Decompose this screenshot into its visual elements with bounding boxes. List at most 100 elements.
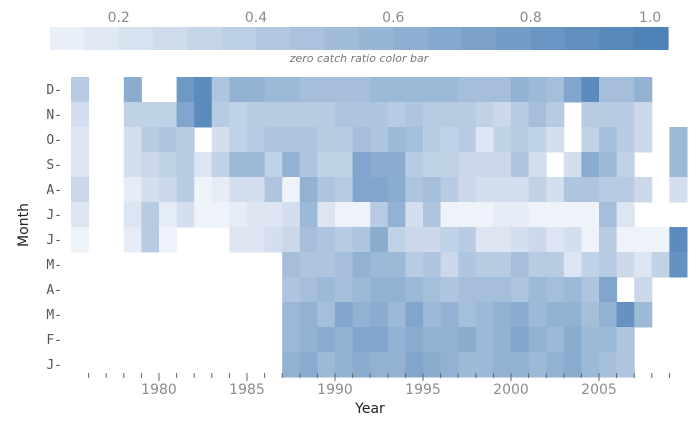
heatmap-cell — [511, 102, 530, 128]
heatmap-cell — [475, 252, 494, 278]
heatmap-cell — [423, 252, 442, 278]
heatmap-cell — [299, 127, 318, 153]
heatmap-cell — [352, 102, 371, 128]
heatmap-cell — [352, 227, 371, 253]
heatmap-cell — [71, 127, 90, 153]
heatmap-cell — [194, 102, 213, 128]
month-label: A- — [46, 283, 62, 298]
heatmap-cell — [123, 202, 142, 228]
heatmap-cell — [528, 277, 547, 303]
heatmap-cell — [317, 152, 336, 178]
heatmap-cell — [669, 177, 688, 203]
heatmap-cell — [247, 152, 266, 178]
heatmap-cell — [282, 277, 301, 303]
heatmap-cell — [581, 252, 600, 278]
heatmap-cell — [335, 152, 354, 178]
heatmap-cell — [423, 277, 442, 303]
heatmap-cell — [211, 202, 230, 228]
heatmap-cell — [423, 127, 442, 153]
heatmap-cell — [405, 202, 424, 228]
heatmap-cell — [405, 352, 424, 378]
heatmap-cell — [387, 277, 406, 303]
heatmap-cell — [616, 202, 635, 228]
heatmap-cell — [335, 127, 354, 153]
heatmap-cell — [229, 177, 248, 203]
heatmap-cell — [616, 302, 635, 328]
colorbar-swatch — [290, 27, 326, 50]
heatmap-cell — [493, 277, 512, 303]
heatmap-cell — [141, 152, 160, 178]
heatmap-cell — [528, 152, 547, 178]
heatmap-cell — [282, 227, 301, 253]
heatmap-cell — [669, 252, 688, 278]
heatmap-cell — [229, 77, 248, 103]
heatmap-cell — [317, 177, 336, 203]
heatmap-cell — [71, 177, 90, 203]
colorbar-tick-label: 0.4 — [245, 10, 267, 26]
heatmap-cell — [370, 77, 389, 103]
heatmap-cell — [387, 352, 406, 378]
heatmap-cell — [616, 252, 635, 278]
heatmap-cell — [458, 77, 477, 103]
heatmap-cell — [141, 177, 160, 203]
heatmap-cell — [159, 177, 178, 203]
heatmap-cell — [405, 302, 424, 328]
heatmap-cell — [264, 127, 283, 153]
heatmap-cell — [123, 177, 142, 203]
month-label: J- — [46, 358, 62, 373]
heatmap-cell — [176, 102, 195, 128]
heatmap-cell — [599, 352, 618, 378]
heatmap-cell — [264, 102, 283, 128]
month-label: N- — [46, 108, 62, 123]
heatmap-cell — [141, 102, 160, 128]
heatmap-cell — [599, 77, 618, 103]
heatmap-cell — [493, 77, 512, 103]
heatmap-cell — [634, 177, 653, 203]
heatmap-cell — [563, 302, 582, 328]
heatmap-cell — [247, 177, 266, 203]
heatmap-cell — [511, 227, 530, 253]
heatmap-cell — [458, 102, 477, 128]
heatmap-cell — [387, 252, 406, 278]
heatmap-cell — [528, 102, 547, 128]
heatmap-cell — [493, 252, 512, 278]
heatmap-cell — [493, 227, 512, 253]
heatmap-cell — [229, 202, 248, 228]
heatmap-cell — [159, 227, 178, 253]
heatmap-cell — [335, 352, 354, 378]
colorbar-swatch — [118, 27, 154, 50]
colorbar-tick-label: 0.8 — [520, 10, 542, 26]
heatmap-cell — [458, 177, 477, 203]
heatmap-cell — [528, 302, 547, 328]
heatmap-cell — [211, 152, 230, 178]
heatmap-cell — [299, 302, 318, 328]
heatmap-cell — [387, 327, 406, 353]
colorbar-swatch — [530, 27, 566, 50]
heatmap-cell — [546, 327, 565, 353]
heatmap-cell — [335, 252, 354, 278]
colorbar-tick-labels: 0.2 0.4 0.6 0.8 1.0 — [108, 10, 662, 26]
colorbar-swatch — [393, 27, 429, 50]
heatmap-cell — [229, 127, 248, 153]
heatmap-cell — [581, 352, 600, 378]
heatmap-cell — [335, 327, 354, 353]
month-label: M- — [46, 308, 62, 323]
heatmap-cell — [458, 252, 477, 278]
heatmap-cell — [335, 102, 354, 128]
heatmap-cell — [493, 327, 512, 353]
heatmap-cell — [370, 327, 389, 353]
heatmap-cell — [229, 227, 248, 253]
heatmap-cell — [458, 152, 477, 178]
heatmap-cell — [370, 177, 389, 203]
heatmap-cell — [247, 77, 266, 103]
heatmap-cell — [176, 127, 195, 153]
heatmap-cell — [440, 277, 459, 303]
heatmap-cell — [317, 77, 336, 103]
heatmap-cell — [616, 352, 635, 378]
colorbar-swatch — [256, 27, 291, 50]
heatmap-cell — [317, 227, 336, 253]
heatmap-cell — [282, 252, 301, 278]
heatmap-cell — [176, 152, 195, 178]
heatmap-cell — [546, 252, 565, 278]
